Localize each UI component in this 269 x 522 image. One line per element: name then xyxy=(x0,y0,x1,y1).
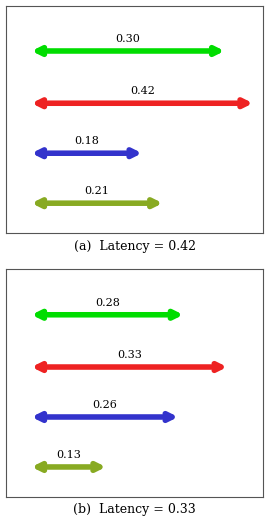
Text: 0.28: 0.28 xyxy=(95,298,120,308)
Text: 0.33: 0.33 xyxy=(117,350,142,360)
Text: 0.13: 0.13 xyxy=(56,450,81,460)
Text: 0.18: 0.18 xyxy=(74,136,99,146)
Text: 0.30: 0.30 xyxy=(116,34,140,44)
Text: 0.42: 0.42 xyxy=(130,87,155,97)
X-axis label: (b)  Latency = 0.33: (b) Latency = 0.33 xyxy=(73,503,196,516)
Text: 0.26: 0.26 xyxy=(93,400,117,410)
X-axis label: (a)  Latency = 0.42: (a) Latency = 0.42 xyxy=(73,240,196,253)
Text: 0.21: 0.21 xyxy=(85,186,109,196)
